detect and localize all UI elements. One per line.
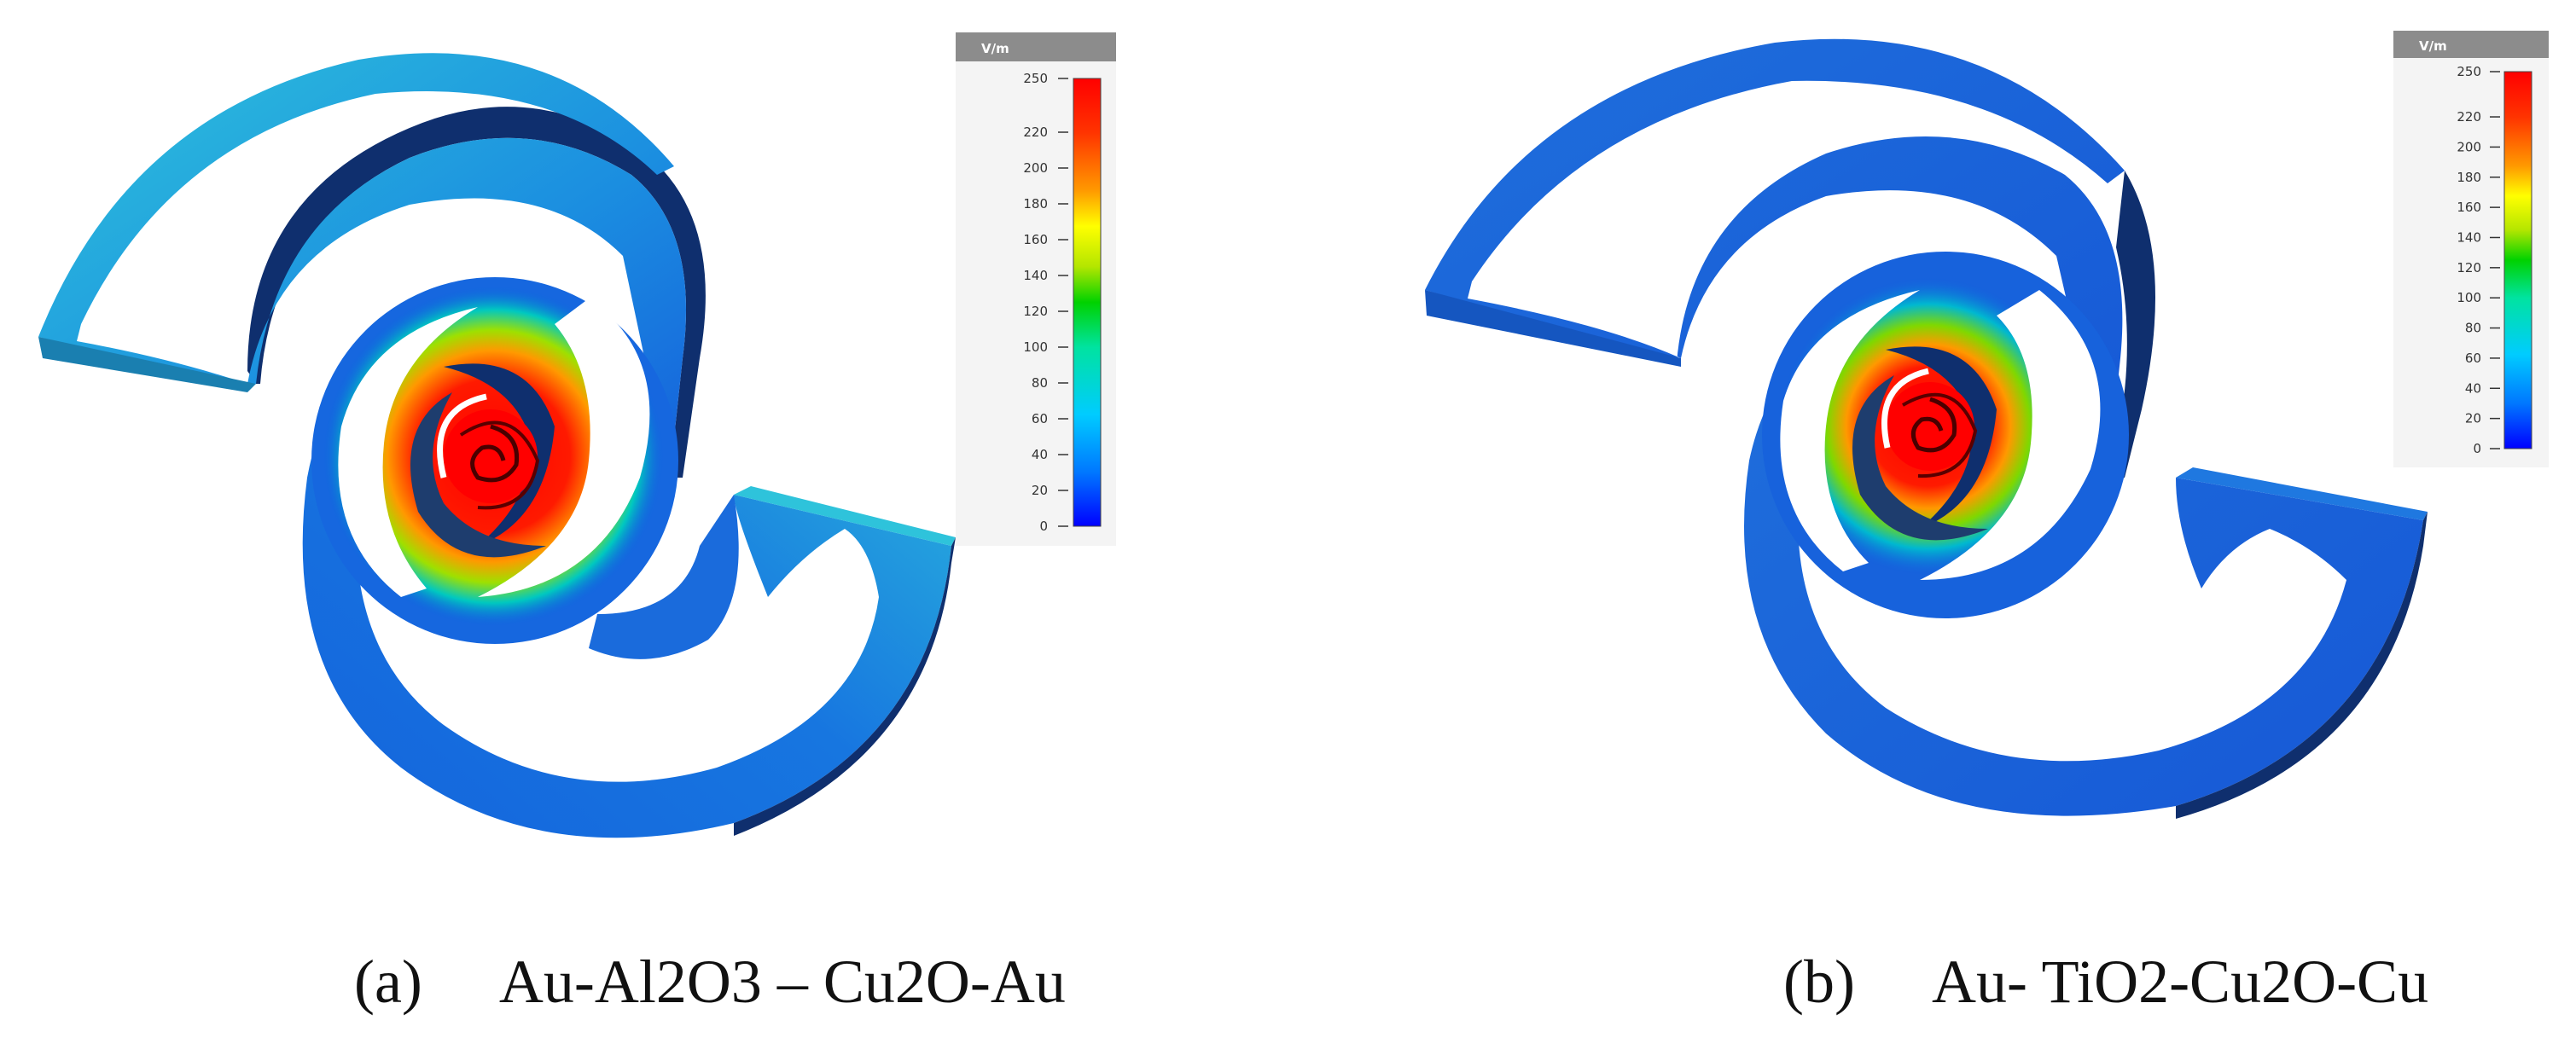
colorbar-gradient <box>2503 71 2532 449</box>
spiral-wall-2 <box>410 392 546 558</box>
spiral-gap-1 <box>478 299 650 597</box>
colorbar-gradient <box>1073 78 1102 527</box>
spiral-wall-2 <box>1852 375 1988 541</box>
core-spiral-line <box>470 424 520 483</box>
upper-arm-wall <box>2108 171 2155 478</box>
caption-b-text: Au- TiO2-Cu2O-Cu <box>1931 948 2429 1016</box>
colorbar-tick-label: 180 <box>2457 170 2481 185</box>
spiral-wall-1 <box>444 363 555 546</box>
colorbar-tick-label: 220 <box>1023 125 1048 140</box>
core-spiral-line-2 <box>459 420 540 510</box>
spiral-gap-1 <box>1920 290 2101 580</box>
lower-arm-top-face <box>589 495 739 659</box>
lower-arm-top <box>734 486 956 546</box>
colorbar-tick-label: 140 <box>2457 229 2481 245</box>
colorbar-tick-label: 200 <box>2457 139 2481 154</box>
colorbar-tick-label: 40 <box>2465 380 2481 396</box>
colorbar-tick-label: 40 <box>1032 447 1048 462</box>
caption-a-text: Au-Al2O3 – Cu2O-Au <box>498 948 1066 1016</box>
colorbar-unit: V/m <box>981 41 1009 56</box>
colorbar-tick-label: 100 <box>2457 290 2481 305</box>
colorbar-tick-label: 20 <box>1032 483 1048 498</box>
colorbar-unit: V/m <box>2419 38 2447 54</box>
colorbar-tick-label: 20 <box>2465 411 2481 426</box>
upper-arm-edge <box>38 337 256 392</box>
spiral-gap-2 <box>1780 290 1920 571</box>
colorbar-tick-label: 200 <box>1023 160 1048 176</box>
caption-b-label: (b) <box>1783 948 1855 1016</box>
colorbar-tick-label: 120 <box>2457 260 2481 275</box>
caption-a: (a) Au-Al2O3 – Cu2O-Au <box>354 947 1066 1018</box>
colorbar-header <box>2393 31 2549 58</box>
colorbar-tick-label: 250 <box>2457 64 2481 79</box>
core-spiral-line <box>1910 397 1957 453</box>
colorbar-tick-label: 140 <box>1023 268 1048 283</box>
colorbar-tick-label: 220 <box>2457 109 2481 125</box>
colorbar-tick-label: 0 <box>2473 441 2481 456</box>
colorbar-tick-label: 160 <box>2457 200 2481 215</box>
colorbar-tick-label: 80 <box>1032 375 1048 391</box>
lower-arm-wall <box>2176 512 2428 819</box>
core-gap <box>437 393 487 478</box>
colorbar-header <box>956 32 1116 61</box>
lower-arm-top <box>2176 467 2428 520</box>
colorbar-tick-label: 60 <box>1032 411 1048 426</box>
caption-a-label: (a) <box>354 948 422 1016</box>
colorbar-tick-label: 0 <box>1039 519 1048 534</box>
upper-arm-face <box>1425 38 2125 478</box>
colorbar-tick-label: 100 <box>1023 339 1048 355</box>
core-spiral-line-2 <box>1901 392 1978 478</box>
caption-b: (b) Au- TiO2-Cu2O-Cu <box>1783 947 2428 1018</box>
spiral-gap-2 <box>338 307 478 597</box>
colorbar-tick-label: 160 <box>1023 232 1048 247</box>
hot-core <box>1886 382 1974 471</box>
upper-arm-edge <box>1425 290 1681 367</box>
colorbar-tick-label: 60 <box>2465 351 2481 366</box>
colorbar-tick-label: 80 <box>2465 321 2481 336</box>
upper-arm-face <box>38 53 686 478</box>
spiral-structure-b <box>1425 38 2428 819</box>
colorbar-tick-label: 250 <box>1023 71 1048 86</box>
colorbar-tick-label: 120 <box>1023 304 1048 319</box>
spiral-wall-1 <box>1886 346 1997 529</box>
lower-arm-wall <box>734 537 956 836</box>
core-gap <box>1881 368 1929 449</box>
colorbar-tick-label: 180 <box>1023 196 1048 212</box>
spiral-structure-a <box>38 53 956 838</box>
